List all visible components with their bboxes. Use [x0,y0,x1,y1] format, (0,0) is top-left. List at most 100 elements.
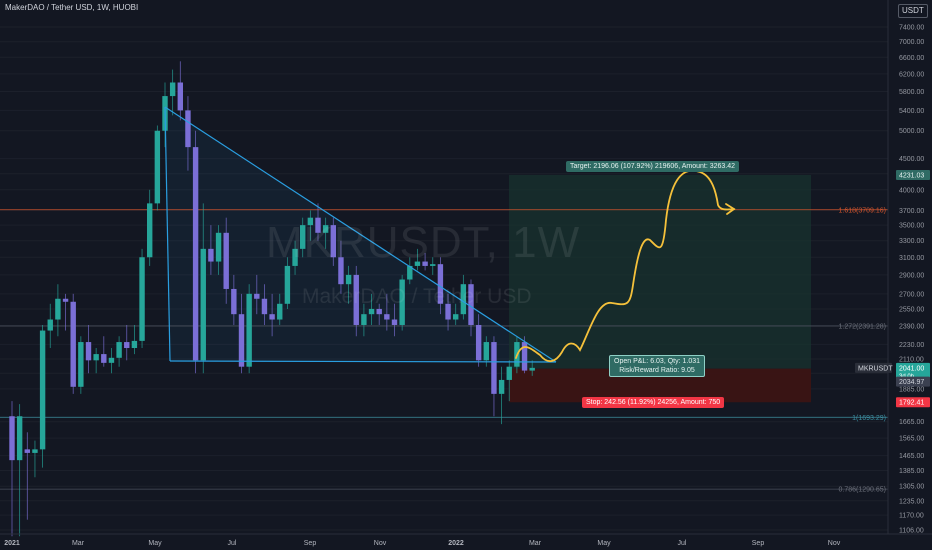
support-trendline [169,360,557,363]
x-tick-label: Nov [374,540,387,547]
y-tick-label: 1305.00 [899,484,924,491]
candles [9,61,535,537]
candle-body [78,342,84,387]
last-price-tag-bg [896,362,930,380]
candle-body [238,314,245,367]
x-tick-label: 2022 [448,540,464,547]
candle-body [169,82,176,97]
descending-trendline [164,106,557,363]
y-tick-label: 1170.00 [899,513,924,520]
candle-body [124,342,130,349]
candle-body [498,379,505,394]
candle-body [246,293,252,367]
candle-body [192,147,199,361]
price-axis: 1106.00 1170.00 1235.00 1305.00 1385.00 1465.… [855,0,932,550]
candle-body [70,301,76,387]
y-tick-label: 1235.00 [899,498,924,505]
open-pnl-text: Open P&L: 6.03, Qty: 1.031 [614,358,700,365]
candle-body [101,354,107,363]
candle-body [300,225,306,249]
stop-label: Stop: 242.56 (11.92%) 24256, Amount: 750 [582,397,725,408]
x-tick-label: Sep [304,540,317,547]
y-tick-label: 5400.00 [899,108,924,115]
y-tick-label: 5800.00 [899,89,924,96]
candle-body [437,264,444,304]
y-tick-label: 7400.00 [899,25,924,32]
y-tick-label: 1565.00 [899,436,924,443]
y-tick-label: 2550.00 [899,306,924,313]
candle-body [16,416,23,461]
fib-label: 1(1693.29) [852,415,886,422]
candle-body [407,265,413,280]
target-zone [509,174,811,369]
candle-body [154,130,161,204]
y-tick-label: 6200.00 [899,71,924,78]
y-tick-label: 4500.00 [899,156,924,163]
candle-body [231,288,237,315]
candle-body [108,357,115,363]
candle-body [353,274,359,325]
y-tick-label: 5000.00 [899,128,924,135]
candle-body [39,330,46,450]
candle-body [307,217,314,226]
candle-body [261,298,268,315]
candle-body [269,314,275,320]
candle-body [254,293,260,299]
y-tick-label: 6600.00 [899,55,924,62]
candle-body [200,248,206,361]
x-tick-label: Mar [529,540,542,547]
entry-price-tag-bg [896,376,930,387]
candle-body [430,264,436,266]
stop-price-tag: 1792.41 [899,400,924,407]
candle-body [445,303,451,320]
candle-body [185,110,191,148]
y-tick-label: 7000.00 [899,39,924,46]
x-tick-label: Jul [678,540,687,547]
candle-body [32,449,38,453]
candle-body [399,279,405,325]
x-tick-label: Mar [72,540,85,547]
currency-button[interactable]: USDT [898,4,928,18]
symbol-tag-bg [855,362,892,373]
target-label: Target: 2196.06 (107.92%) 219606, Amount… [566,161,740,172]
y-tick-label: 3100.00 [899,255,924,262]
candle-body [24,449,30,453]
candle-body [322,225,329,233]
risk-reward-text: Risk/Reward Ratio: 9.05 [619,367,695,374]
triangle-left-edge [164,106,171,362]
candle-body [9,416,15,461]
projection-curve [515,169,735,362]
x-tick-label: Sep [752,540,765,547]
candle-body [384,314,390,320]
y-tick-label: 1106.00 [899,528,924,535]
position-label: Open P&L: 6.03, Qty: 1.031 Risk/Reward R… [609,355,705,377]
candle-body [529,367,535,371]
candle-body [284,265,291,304]
candle-body [453,314,459,320]
x-tick-label: Jul [228,540,237,547]
candle-body [177,82,183,111]
candle-body [345,274,352,285]
stop-price-tag-bg [896,397,930,408]
candle-body [475,324,482,361]
candle-body [315,217,321,233]
candle-body [521,342,528,371]
symbol-tag: MKRUSDT [858,365,893,372]
axis-background [888,0,932,550]
y-tick-label: 1465.00 [899,453,924,460]
projection-arrow-head [725,203,736,215]
x-tick-label: May [148,540,162,547]
candle-body [208,248,214,262]
candle-body [277,303,283,320]
y-tick-label: 2700.00 [899,291,924,298]
target-price-tag: 4231.03 [899,172,924,179]
target-price-tag-bg [896,169,930,180]
candle-body [468,284,474,325]
candle-body [47,319,53,331]
candle-body [330,225,336,258]
y-tick-label: 2900.00 [899,272,924,279]
candle-body [223,232,229,289]
candle-body [483,342,489,361]
last-price-tag: 2041.00 [899,365,924,372]
